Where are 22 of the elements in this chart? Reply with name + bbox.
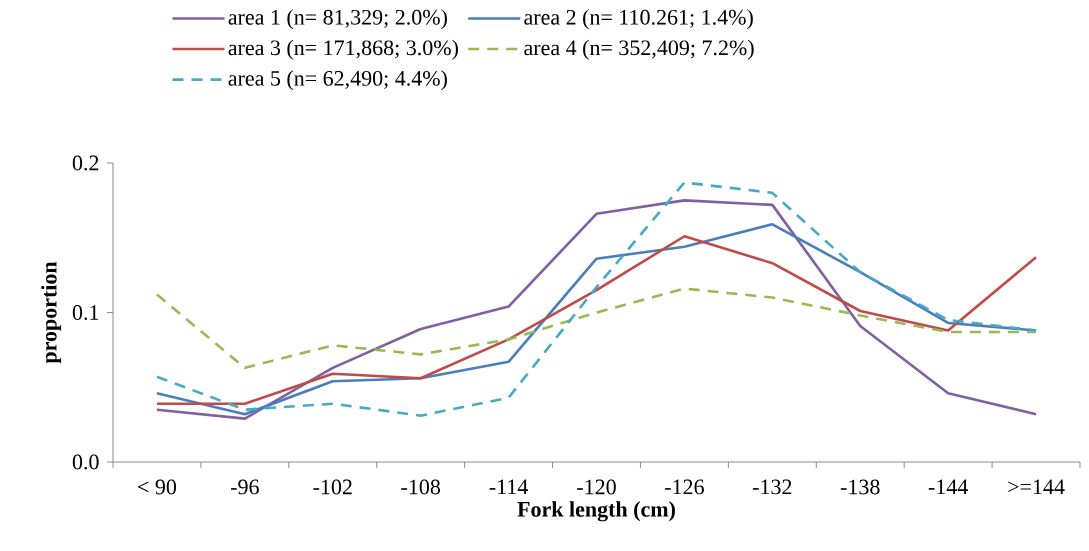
x-tick-label: -132 (752, 479, 792, 495)
legend-label: area 1 (n= 81,329; 2.0%) (228, 9, 447, 30)
x-tick-label: -144 (928, 479, 968, 495)
y-axis-title: proportion (41, 261, 62, 364)
legend-label: area 4 (n= 352,409; 7.2%) (524, 39, 754, 60)
y-tick-label: 0.1 (72, 305, 99, 320)
legend-label: area 5 (n= 62,490; 4.4%) (228, 70, 447, 91)
y-tick-label: 0.2 (72, 155, 99, 171)
x-tick-label: -120 (577, 479, 616, 495)
x-tick-label: >=144 (1008, 479, 1065, 495)
x-tick-label: -102 (313, 479, 352, 495)
y-tick-label: 0.0 (72, 454, 99, 470)
x-tick-label: < 90 (138, 479, 177, 495)
x-tick-label: -138 (840, 479, 880, 495)
x-tick-label: -96 (231, 479, 259, 495)
line-series (155, 287, 1038, 370)
x-axis-title: Fork length (cm) (517, 501, 675, 522)
x-tick-label: -114 (489, 479, 529, 495)
legend-label: area 3 (n= 171,868; 3.0%) (228, 39, 458, 60)
x-tick-label: -108 (401, 479, 441, 495)
legend-label: area 2 (n= 110.261; 1.4%) (524, 9, 753, 30)
x-tick-label: -126 (665, 479, 704, 495)
